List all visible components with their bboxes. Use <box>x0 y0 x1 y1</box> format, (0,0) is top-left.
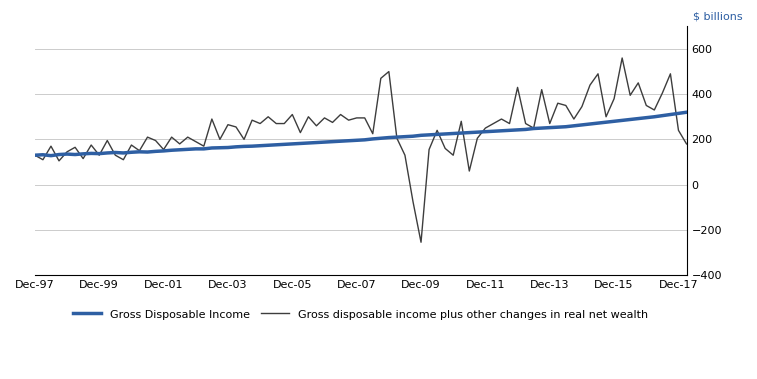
Legend: Gross Disposable Income, Gross disposable income plus other changes in real net : Gross Disposable Income, Gross disposabl… <box>69 304 653 324</box>
Y-axis label: $ billions: $ billions <box>693 11 743 21</box>
